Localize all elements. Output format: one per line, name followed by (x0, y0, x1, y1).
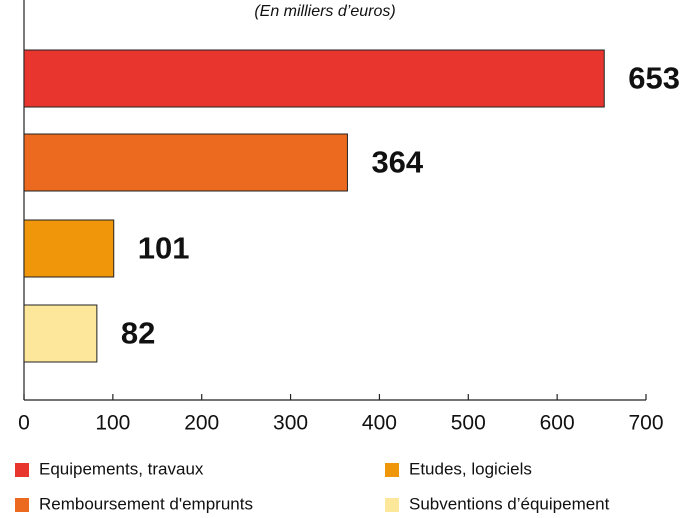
x-tick-label: 300 (273, 412, 308, 435)
value-label: 653 (628, 61, 680, 96)
legend-label: Etudes, logiciels (409, 459, 532, 478)
legend-swatch (385, 498, 399, 512)
legend-label: Equipements, travaux (39, 459, 204, 478)
x-tick-label: 100 (95, 412, 130, 435)
x-tick-label: 600 (540, 412, 575, 435)
value-label: 82 (121, 316, 155, 351)
value-label: 364 (371, 145, 423, 180)
bar (23, 304, 98, 363)
legend-swatch (385, 463, 399, 477)
bar (23, 219, 115, 278)
x-tick-label: 0 (18, 412, 30, 435)
x-tick-label: 200 (184, 412, 219, 435)
value-label: 101 (138, 231, 190, 266)
legend-label: Subventions d’équipement (409, 494, 610, 513)
legend-swatch (15, 498, 29, 512)
x-tick-label: 500 (451, 412, 486, 435)
bar (23, 49, 605, 108)
chart-subtitle: (En milliers d’euros) (254, 3, 395, 20)
legend-label: Remboursement d'emprunts (39, 494, 253, 513)
legend-swatch (15, 463, 29, 477)
bar (23, 133, 348, 192)
x-tick-label: 700 (628, 412, 663, 435)
x-tick-label: 400 (362, 412, 397, 435)
